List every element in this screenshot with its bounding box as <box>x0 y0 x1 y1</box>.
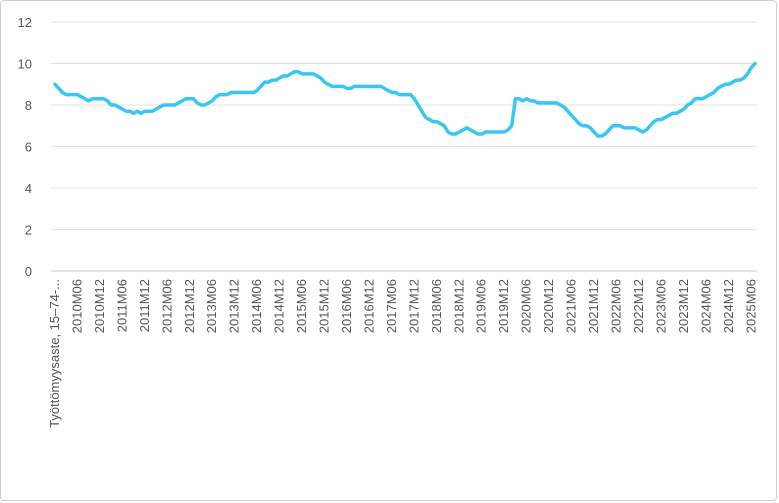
x-tick-label: 2021M06 <box>564 279 579 333</box>
x-tick-label: 2020M06 <box>519 279 534 333</box>
x-tick-label: 2016M12 <box>361 279 376 333</box>
x-tick-label: 2012M12 <box>182 279 197 333</box>
x-tick-label: 2019M06 <box>474 279 489 333</box>
y-tick-label: 2 <box>25 223 32 238</box>
x-tick-label: 2025M06 <box>743 279 758 333</box>
x-tick-label: 2018M12 <box>451 279 466 333</box>
data-line <box>53 61 757 138</box>
x-tick-label: 2018M06 <box>429 279 444 333</box>
y-tick-label: 10 <box>18 57 32 72</box>
x-tick-label: 2024M06 <box>698 279 713 333</box>
x-tick-label: 2020M12 <box>541 279 556 333</box>
x-tick-label: 2015M12 <box>317 279 332 333</box>
x-tick-label: 2024M12 <box>721 279 736 333</box>
y-tick-label: 12 <box>18 15 32 30</box>
y-tick-label: 6 <box>25 140 32 155</box>
x-tick-label: 2014M06 <box>249 279 264 333</box>
x-tick-label: 2010M12 <box>92 279 107 333</box>
x-tick-label: 2023M12 <box>676 279 691 333</box>
x-tick-label: 2013M06 <box>204 279 219 333</box>
x-tick-label: 2012M06 <box>159 279 174 333</box>
x-tick-label: 2011M12 <box>137 279 152 332</box>
x-tick-label: 2023M06 <box>653 279 668 333</box>
y-tick-label: 4 <box>25 181 32 196</box>
x-tick-label: 2022M06 <box>608 279 623 333</box>
x-tick-label: 2021M12 <box>586 279 601 333</box>
x-tick-label: 2013M12 <box>227 279 242 333</box>
x-tick-label: 2019M12 <box>496 279 511 333</box>
y-tick-label: 8 <box>25 98 32 113</box>
x-tick-label: 2016M06 <box>339 279 354 333</box>
x-tick-label: 2022M12 <box>631 279 646 333</box>
x-tick-label: 2011M06 <box>114 279 129 332</box>
x-tick-label: 2017M12 <box>406 279 421 333</box>
x-tick-label: 2010M06 <box>69 279 84 333</box>
y-tick-label: 0 <box>25 264 32 279</box>
x-tick-label: 2015M06 <box>294 279 309 333</box>
x-tick-label: Työttömyysaste, 15–74-... <box>47 279 62 428</box>
x-tick-label: 2014M12 <box>272 279 287 333</box>
x-tick-label: 2017M06 <box>384 279 399 333</box>
